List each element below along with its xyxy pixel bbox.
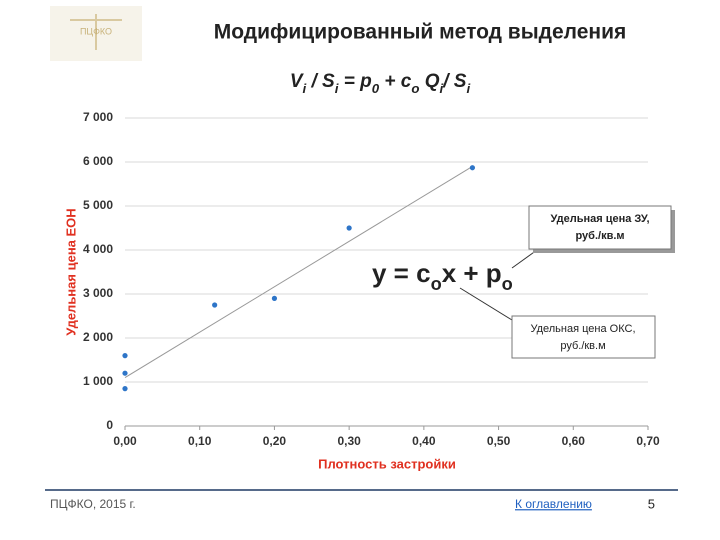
callout-text: Удельная цена ЗУ, xyxy=(550,213,649,225)
callout-pointer xyxy=(511,249,538,269)
y-tick-label: 4 000 xyxy=(83,242,113,256)
logo-text: ПЦФКО xyxy=(80,26,112,36)
y-tick-label: 3 000 xyxy=(83,286,113,300)
y-tick-label: 2 000 xyxy=(83,330,113,344)
point xyxy=(122,386,128,392)
x-tick-label: 0,60 xyxy=(562,434,586,448)
x-tick-label: 0,40 xyxy=(412,434,436,448)
point xyxy=(346,225,352,231)
subscript: o xyxy=(502,274,513,294)
text-part: = p xyxy=(338,71,371,92)
callout-box xyxy=(528,205,672,250)
callout-pointer xyxy=(459,287,513,321)
toc-link[interactable]: К оглавлению xyxy=(515,497,592,511)
text-part: x + p xyxy=(442,258,502,288)
point xyxy=(271,295,278,301)
callout-building: Удельная цена ОКС, руб./кв.м xyxy=(459,287,656,359)
text-part: Q xyxy=(419,71,439,92)
subscript: i xyxy=(466,81,470,96)
y-tick-label: 6 000 xyxy=(83,154,113,168)
callout-text: руб./кв.м xyxy=(575,230,624,242)
text-part: / S xyxy=(306,71,335,92)
title: Модифицированный метод выделения xyxy=(214,21,627,44)
point xyxy=(122,353,128,359)
point xyxy=(122,370,128,376)
subscript: o xyxy=(431,274,442,294)
subscript: i xyxy=(440,81,444,96)
equation: y = cox + po xyxy=(372,258,513,294)
logo: ПЦФКО xyxy=(50,6,142,61)
subscript: i xyxy=(335,81,339,96)
point xyxy=(469,165,476,171)
plot: 0 1 000 2 000 3 000 4 000 5 000 6 000 7 000 0,00… xyxy=(83,110,660,448)
text-part: y = c xyxy=(372,258,431,288)
subscript: i xyxy=(303,81,307,96)
y-tick-label: 1 000 xyxy=(83,374,113,388)
x-tick-label: 0,00 xyxy=(113,434,137,448)
x-tick-label: 0,70 xyxy=(636,434,660,448)
footer: ПЦФКО, 2015 г. xyxy=(50,497,136,511)
point xyxy=(212,302,218,308)
y-tick-label: 0 xyxy=(106,418,113,432)
y-tick-label: 7 000 xyxy=(83,110,113,124)
x-tick-label: 0,30 xyxy=(337,434,361,448)
trendline xyxy=(124,165,473,379)
callout-box xyxy=(511,315,656,359)
callout-text: руб./кв.м xyxy=(560,340,605,352)
text-part: / S xyxy=(442,71,467,92)
x-tick-label: 0,20 xyxy=(263,434,287,448)
text-part: + c xyxy=(379,71,412,92)
text-part: V xyxy=(290,71,304,92)
subscript: 0 xyxy=(372,81,380,96)
subscript: o xyxy=(411,81,419,96)
page-number: 5 xyxy=(648,496,655,511)
x-axis-label: Плотность застройки xyxy=(318,456,456,471)
callout-land: Удельная цена ЗУ, руб./кв.м xyxy=(511,205,675,269)
callout-text: Удельная цена ОКС, xyxy=(530,323,635,335)
y-axis-label: Удельная цена ЕОН xyxy=(63,208,78,335)
x-tick-label: 0,10 xyxy=(188,434,212,448)
x-tick-label: 0,50 xyxy=(487,434,511,448)
y-tick-label: 5 000 xyxy=(83,198,113,212)
formula: Vi / Si = p0 + co Qi/ Si xyxy=(290,71,471,96)
